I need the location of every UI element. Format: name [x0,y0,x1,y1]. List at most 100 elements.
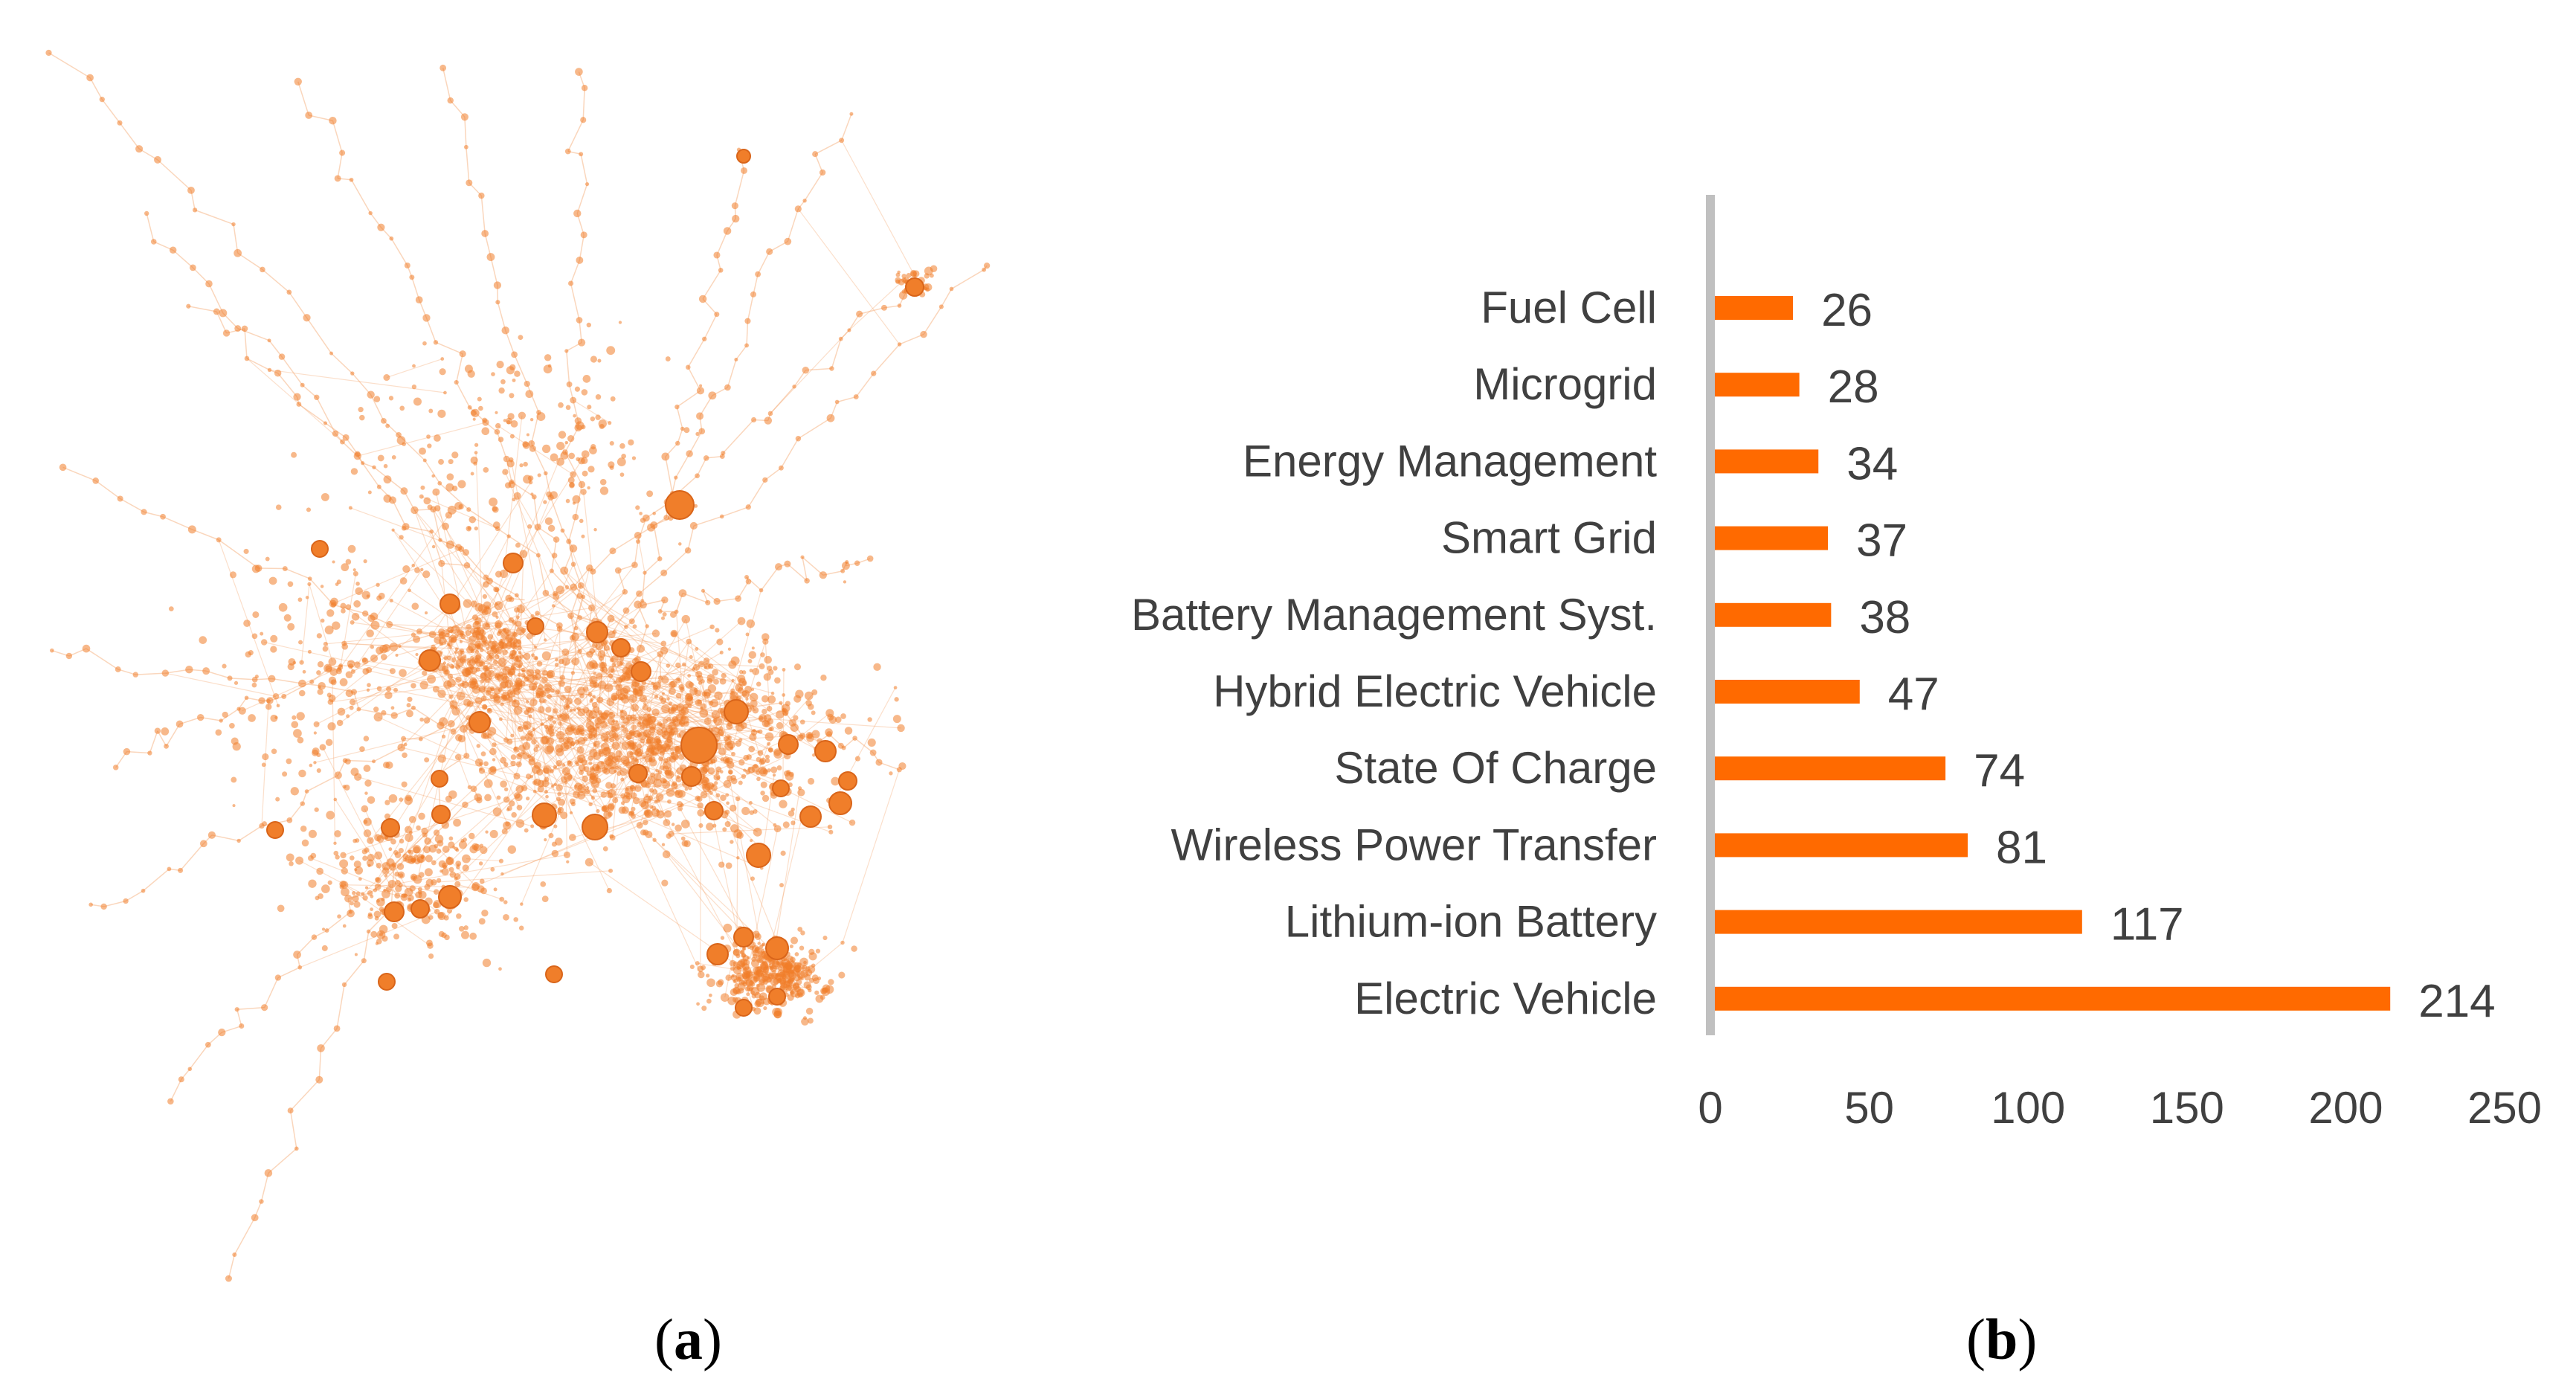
network-node [470,472,474,476]
network-node [579,518,584,524]
network-edge [516,595,533,617]
network-edge [635,625,648,662]
network-node [695,689,702,697]
network-node [519,550,528,559]
network-node [619,472,625,477]
network-node [487,634,494,640]
network-node [354,868,358,872]
network-node [760,791,765,796]
network-node [330,602,336,608]
network-node [506,534,511,538]
network-node [776,710,785,719]
network-node [566,538,572,544]
network-node [895,277,901,283]
network-node [481,909,489,917]
network-node [376,646,384,654]
network-node [462,864,469,872]
network-edge [192,529,219,541]
network-node [495,602,498,606]
network-node [287,623,295,631]
network-node [354,953,358,956]
network-node [689,654,693,659]
network-node [747,658,753,663]
network-node [599,478,607,486]
network-node [442,864,447,869]
network-edge [306,317,332,354]
network-edge [200,716,222,721]
network-node [730,656,740,666]
network-node [528,756,535,762]
bars [1713,296,2391,1011]
network-node [443,390,447,395]
network-node [405,794,412,802]
network-node [468,515,477,524]
network-node [661,675,669,684]
network-node [495,526,500,532]
network-node [334,175,341,182]
network-node [442,846,450,853]
network-node [678,589,687,597]
network-node [132,672,138,678]
network-node [278,602,288,612]
network-node [731,678,735,683]
network-node [450,728,457,735]
network-node [767,695,776,704]
network-node [367,683,371,687]
network-node [86,74,94,82]
network-node [352,570,358,576]
network-edge [411,277,420,300]
network-node [361,461,365,466]
network-node [518,744,525,751]
network-node [779,883,784,888]
network-edge [831,338,842,369]
network-edge [849,281,902,331]
network-node [222,711,228,718]
network-node [780,850,786,856]
network-node [576,746,585,754]
network-node [618,806,626,814]
network-node [718,747,727,756]
network-node [311,934,318,940]
network-node [495,422,501,429]
network-hub-node [746,843,771,868]
network-node [363,829,372,837]
network-edge [343,797,519,856]
network-node [508,617,515,623]
network-edge [421,496,498,530]
network-hub-node [681,766,702,787]
network-node [660,698,667,704]
network-node [556,441,565,451]
network-node [619,443,625,449]
network-node [234,248,242,257]
network-node [685,681,693,689]
network-node [307,582,312,586]
network-node [712,718,718,724]
network-edge [165,672,277,697]
network-node [144,210,149,216]
network-node [589,775,598,785]
network-node [425,611,428,615]
network-node [569,798,576,805]
network-node [666,744,672,750]
network-node [300,825,307,832]
network-node [562,449,568,455]
network-node [929,273,934,278]
network-node [258,697,265,704]
network-node [439,631,447,640]
network-node [454,647,459,652]
network-edge [530,628,561,710]
network-node [577,649,582,654]
network-node [706,678,713,684]
network-node [727,647,732,651]
network-node [794,205,802,213]
network-node [582,375,591,383]
network-node [270,646,277,653]
network-node [282,771,288,777]
network-node [509,434,515,439]
network-node [503,913,509,921]
bar-value-label: 34 [1846,438,1898,489]
network-node [585,786,590,790]
network-node [306,507,312,512]
network-node [643,713,651,722]
network-node [316,867,323,875]
